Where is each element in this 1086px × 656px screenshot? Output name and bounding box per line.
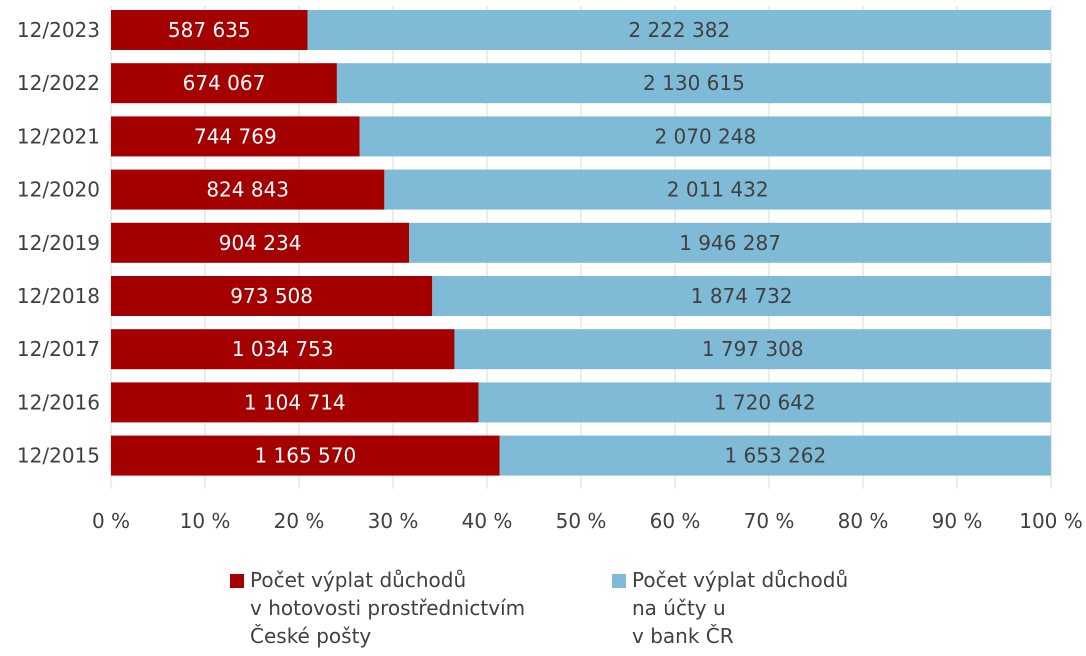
bar-segment-cash [111, 435, 500, 476]
bar-segment-bank [384, 169, 1051, 210]
x-tick-label: 60 % [650, 509, 701, 533]
bar-segment-bank [454, 329, 1052, 370]
bars: 587 635 2 222 382 674 067 2 130 615 744 769 2… [111, 10, 1052, 476]
category-label: 12/2015 [17, 444, 100, 468]
data-label: 1 034 753 [232, 337, 334, 361]
x-tick-labels: 0 % 10 % 20 % 30 % 40 % 50 % 60 % 70 % 80 % 90 % 1… [92, 509, 1083, 533]
x-tick-label: 100 % [1019, 509, 1083, 533]
legend-swatch-bank [612, 574, 626, 588]
bar-segment-cash [111, 169, 385, 210]
bar-segment-bank [409, 222, 1051, 263]
x-tick-label: 70 % [744, 509, 795, 533]
data-label: 1 874 732 [691, 284, 793, 308]
bar-segment-bank [499, 435, 1051, 476]
legend-line: České pošty [250, 624, 372, 648]
data-label: 744 769 [194, 124, 277, 148]
x-tick-label: 50 % [556, 509, 607, 533]
x-tick-label: 40 % [462, 509, 513, 533]
data-label: 587 635 [168, 18, 251, 42]
legend-item-cash: Počet výplat důchodů v hotovosti prostře… [230, 566, 525, 650]
data-label: 1 165 570 [254, 444, 356, 468]
category-label: 12/2021 [17, 124, 100, 148]
bar-segment-cash [111, 382, 479, 423]
bar-segment-bank [336, 63, 1052, 104]
data-label: 2 130 615 [643, 71, 745, 95]
category-label: 12/2022 [17, 71, 100, 95]
data-label: 904 234 [219, 231, 302, 255]
bar-segment-bank [432, 276, 1051, 316]
data-label: 1 653 262 [724, 444, 826, 468]
data-label: 1 720 642 [714, 390, 816, 414]
bar-segment-cash [111, 116, 360, 157]
data-label: 1 946 287 [679, 231, 781, 255]
data-label: 973 508 [230, 284, 313, 308]
legend-line: na účty u [632, 596, 726, 620]
bar-segment-cash [111, 10, 308, 50]
legend-label-cash: Počet výplat důchodů v hotovosti prostře… [250, 566, 525, 650]
legend-swatch-cash [230, 574, 244, 588]
bar-segment-bank [359, 116, 1051, 157]
category-label: 12/2023 [17, 18, 100, 42]
category-label: 12/2018 [17, 284, 100, 308]
data-label: 824 843 [206, 178, 289, 202]
x-tick-label: 20 % [274, 509, 325, 533]
x-tick-label: 90 % [932, 509, 983, 533]
data-label: 674 067 [183, 71, 266, 95]
data-label: 1 797 308 [702, 337, 804, 361]
data-label: 2 011 432 [667, 178, 769, 202]
bar-segment-bank [478, 382, 1052, 423]
category-label: 12/2019 [17, 231, 100, 255]
legend: Počet výplat důchodů v hotovosti prostře… [230, 566, 1030, 656]
bar-segment-cash [111, 63, 337, 104]
x-tick-label: 0 % [92, 509, 130, 533]
x-tick-label: 30 % [368, 509, 419, 533]
legend-label-bank: Počet výplat důchodů na účty u v bank ČR [632, 566, 848, 650]
data-label: 1 104 714 [244, 390, 346, 414]
bar-segment-bank [307, 10, 1051, 50]
category-labels: 12/2023 12/2022 12/2021 12/2020 12/2019 12/20… [17, 18, 100, 468]
bar-segment-cash [111, 222, 410, 263]
category-label: 12/2017 [17, 337, 100, 361]
category-label: 12/2016 [17, 390, 100, 414]
x-tick-label: 10 % [180, 509, 231, 533]
legend-line: v bank ČR [632, 624, 734, 648]
data-label: 2 222 382 [628, 18, 730, 42]
legend-line: Počet výplat důchodů [250, 568, 467, 592]
legend-item-bank: Počet výplat důchodů na účty u v bank ČR [612, 566, 848, 650]
bar-segment-cash [111, 329, 455, 370]
legend-line: Počet výplat důchodů [632, 568, 849, 592]
category-label: 12/2020 [17, 178, 100, 202]
legend-line: v hotovosti prostřednictvím [250, 596, 526, 620]
data-label: 2 070 248 [654, 124, 756, 148]
x-tick-label: 80 % [838, 509, 889, 533]
bar-segment-cash [111, 276, 433, 316]
